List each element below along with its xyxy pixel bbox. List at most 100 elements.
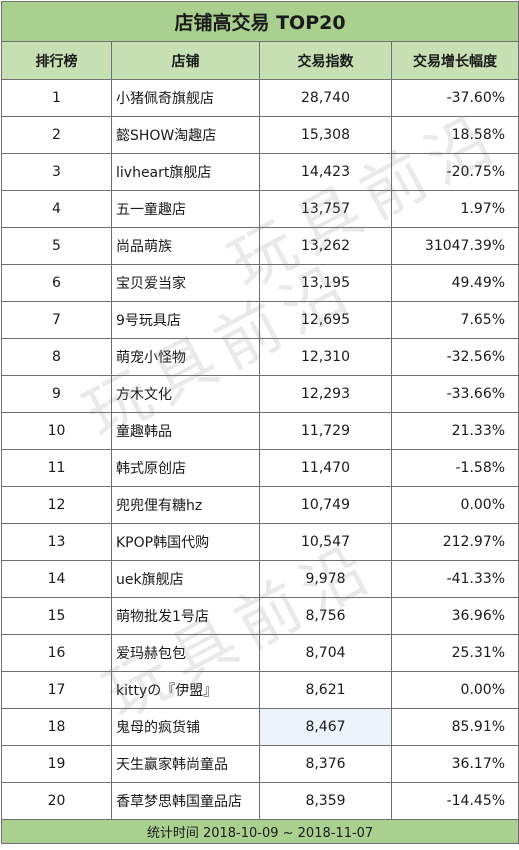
shop-name-cell: 宝贝爱当家 xyxy=(111,264,260,302)
table-row: 18 鬼母的疯货铺 8,467 85.91% xyxy=(1,708,519,746)
growth-cell: 31047.39% xyxy=(390,227,519,265)
trade-index-cell: 15,308 xyxy=(259,116,392,154)
trade-index-cell: 8,621 xyxy=(259,671,392,709)
header-rank: 排行榜 xyxy=(1,41,112,80)
shop-name-cell: 萌物批发1号店 xyxy=(111,597,260,635)
trade-index-cell: 8,704 xyxy=(259,634,392,672)
table-row: 8 萌宠小怪物 12,310 -32.56% xyxy=(1,338,519,376)
growth-cell: -33.66% xyxy=(390,375,519,413)
growth-cell: 0.00% xyxy=(390,486,519,524)
shop-name-cell: 爱玛赫包包 xyxy=(111,634,260,672)
growth-cell: 36.17% xyxy=(390,745,519,783)
rank-cell: 9 xyxy=(1,375,112,413)
table-row: 9 方木文化 12,293 -33.66% xyxy=(1,375,519,413)
rank-cell: 13 xyxy=(1,523,112,561)
growth-cell: 25.31% xyxy=(390,634,519,672)
rank-cell: 11 xyxy=(1,449,112,487)
trade-index-cell: 10,547 xyxy=(259,523,392,561)
shop-name-cell: 9号玩具店 xyxy=(111,301,260,339)
rank-cell: 5 xyxy=(1,227,112,265)
rank-cell: 18 xyxy=(1,708,112,746)
trade-index-cell: 12,695 xyxy=(259,301,392,339)
growth-cell: -20.75% xyxy=(390,153,519,191)
table-row: 17 kittyの『伊盟』 8,621 0.00% xyxy=(1,671,519,709)
table-row: 5 尚品萌族 13,262 31047.39% xyxy=(1,227,519,265)
growth-cell: 36.96% xyxy=(390,597,519,635)
trade-index-cell: 13,262 xyxy=(259,227,392,265)
rank-cell: 15 xyxy=(1,597,112,635)
trade-index-cell: 14,423 xyxy=(259,153,392,191)
table-row: 20 香草梦思韩国童品店 8,359 -14.45% xyxy=(1,782,519,820)
shop-name-cell: 小猪佩奇旗舰店 xyxy=(111,79,260,117)
shop-name-cell: 懿SHOW淘趣店 xyxy=(111,116,260,154)
table-row: 6 宝贝爱当家 13,195 49.49% xyxy=(1,264,519,302)
growth-cell: 0.00% xyxy=(390,671,519,709)
shop-name-cell: 五一童趣店 xyxy=(111,190,260,228)
table-row: 14 uek旗舰店 9,978 -41.33% xyxy=(1,560,519,598)
table-body: 1 小猪佩奇旗舰店 28,740 -37.60% 2 懿SHOW淘趣店 15,308 18.5… xyxy=(1,79,519,820)
header-trade-index: 交易指数 xyxy=(259,41,392,80)
table-row: 13 KPOP韩国代购 10,547 212.97% xyxy=(1,523,519,561)
shop-name-cell: 尚品萌族 xyxy=(111,227,260,265)
table-row: 2 懿SHOW淘趣店 15,308 18.58% xyxy=(1,116,519,154)
rank-cell: 6 xyxy=(1,264,112,302)
trade-index-cell: 10,749 xyxy=(259,486,392,524)
trade-index-cell: 28,740 xyxy=(259,79,392,117)
shop-name-cell: 方木文化 xyxy=(111,375,260,413)
trade-index-cell: 8,756 xyxy=(259,597,392,635)
column-header-row: 排行榜 店铺 交易指数 交易增长幅度 xyxy=(1,41,519,80)
rank-cell: 8 xyxy=(1,338,112,376)
rank-cell: 3 xyxy=(1,153,112,191)
trade-index-cell: 11,470 xyxy=(259,449,392,487)
shop-name-cell: 兜兜俚有糖hz xyxy=(111,486,260,524)
rank-cell: 19 xyxy=(1,745,112,783)
growth-cell: -41.33% xyxy=(390,560,519,598)
trade-index-cell: 8,359 xyxy=(259,782,392,820)
table-row: 19 天生赢家韩尚童品 8,376 36.17% xyxy=(1,745,519,783)
trade-index-cell: 13,195 xyxy=(259,264,392,302)
growth-cell: 1.97% xyxy=(390,190,519,228)
shop-name-cell: 香草梦思韩国童品店 xyxy=(111,782,260,820)
trade-index-cell: 8,376 xyxy=(259,745,392,783)
table-row: 16 爱玛赫包包 8,704 25.31% xyxy=(1,634,519,672)
growth-cell: -14.45% xyxy=(390,782,519,820)
table-row: 10 童趣韩品 11,729 21.33% xyxy=(1,412,519,450)
shop-name-cell: 韩式原创店 xyxy=(111,449,260,487)
trade-index-cell: 12,310 xyxy=(259,338,392,376)
growth-cell: 18.58% xyxy=(390,116,519,154)
growth-cell: 21.33% xyxy=(390,412,519,450)
trade-index-cell: 8,467 xyxy=(259,708,392,746)
shop-name-cell: 萌宠小怪物 xyxy=(111,338,260,376)
shop-name-cell: uek旗舰店 xyxy=(111,560,260,598)
rank-cell: 17 xyxy=(1,671,112,709)
shop-name-cell: KPOP韩国代购 xyxy=(111,523,260,561)
shop-name-cell: 鬼母的疯货铺 xyxy=(111,708,260,746)
growth-cell: -37.60% xyxy=(390,79,519,117)
growth-cell: -32.56% xyxy=(390,338,519,376)
table-title-row: 店铺高交易 TOP20 xyxy=(0,1,519,42)
stat-period: 统计时间 2018-10-09 ~ 2018-11-07 xyxy=(0,819,519,844)
table-row: 1 小猪佩奇旗舰店 28,740 -37.60% xyxy=(1,79,519,117)
rank-cell: 7 xyxy=(1,301,112,339)
header-growth: 交易增长幅度 xyxy=(390,41,519,80)
growth-cell: -1.58% xyxy=(390,449,519,487)
shop-name-cell: kittyの『伊盟』 xyxy=(111,671,260,709)
growth-cell: 49.49% xyxy=(390,264,519,302)
trade-index-cell: 12,293 xyxy=(259,375,392,413)
table-row: 3 livheart旗舰店 14,423 -20.75% xyxy=(1,153,519,191)
table-row: 12 兜兜俚有糖hz 10,749 0.00% xyxy=(1,486,519,524)
growth-cell: 85.91% xyxy=(390,708,519,746)
shop-name-cell: livheart旗舰店 xyxy=(111,153,260,191)
rank-cell: 10 xyxy=(1,412,112,450)
rank-cell: 2 xyxy=(1,116,112,154)
trade-index-cell: 9,978 xyxy=(259,560,392,598)
growth-cell: 7.65% xyxy=(390,301,519,339)
rank-cell: 14 xyxy=(1,560,112,598)
table-row: 15 萌物批发1号店 8,756 36.96% xyxy=(1,597,519,635)
rank-cell: 16 xyxy=(1,634,112,672)
table-row: 4 五一童趣店 13,757 1.97% xyxy=(1,190,519,228)
footer-row: 统计时间 2018-10-09 ~ 2018-11-07 xyxy=(0,819,519,844)
shop-name-cell: 童趣韩品 xyxy=(111,412,260,450)
